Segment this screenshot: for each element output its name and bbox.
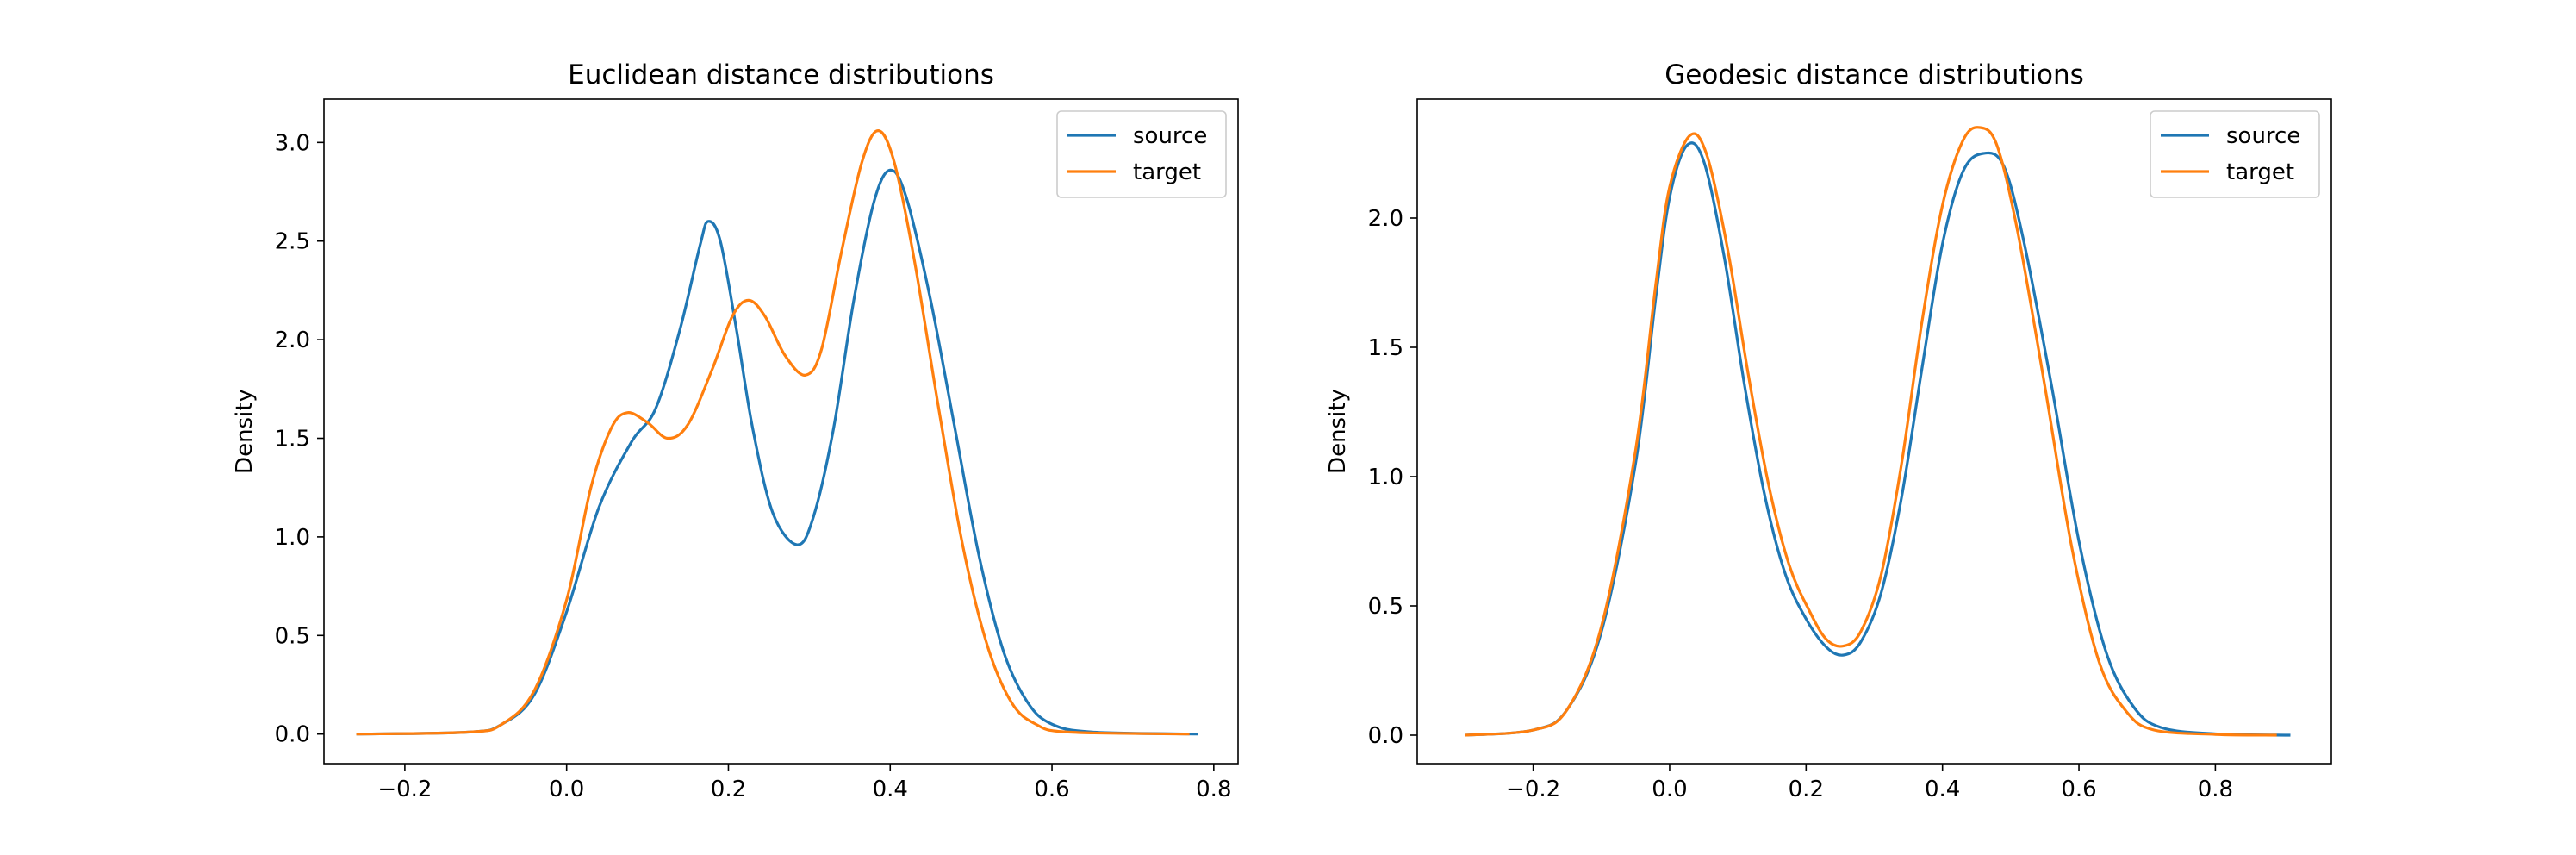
legend: source target [1056,110,1227,198]
geodesic-chart-panel: Geodesic distance distributions Density … [1325,59,2332,802]
x-tick-label: 0.0 [549,777,584,802]
legend: source target [2150,110,2320,198]
y-tick-label: 2.0 [275,328,310,353]
y-tick-label: 2.0 [1368,206,1403,232]
legend-entry-target: target [1133,159,1201,185]
legend-box [2150,110,2320,198]
y-tick-label: 0.5 [1368,594,1403,620]
y-tick-label: 1.0 [1368,465,1403,490]
y-axis-label: Density [1325,389,1351,474]
chart-title: Euclidean distance distributions [568,59,994,90]
y-tick-label: 1.0 [275,525,310,551]
x-tick-label: 0.2 [1789,777,1824,802]
y-tick-label: 0.0 [275,722,310,748]
x-tick-label: 0.0 [1652,777,1687,802]
x-tick-label: 0.2 [711,777,746,802]
y-axis-label: Density [232,389,258,474]
axes-frame [323,98,1239,765]
y-tick-label: 1.5 [275,427,310,452]
x-tick-label: 0.4 [873,777,908,802]
legend-entry-source: source [1133,123,1207,149]
plot-area [1465,126,2291,737]
x-tick-label: −0.2 [377,777,432,802]
y-tick-label: 0.0 [1368,723,1403,749]
y-tick-label: 0.5 [275,623,310,649]
series-line-source [1465,141,2291,737]
legend-entry-source: source [2226,123,2300,149]
euclidean-chart-panel: Euclidean distance distributions Density… [232,59,1239,802]
series-line-target [1465,126,2277,737]
series-line-target [356,129,1190,736]
y-tick-label: 2.5 [275,229,310,255]
plot-area [356,129,1198,736]
x-tick-label: 0.4 [1925,777,1960,802]
axes-frame [1416,98,2332,765]
legend-box [1056,110,1227,198]
chart-title: Geodesic distance distributions [1664,59,2084,90]
y-tick-label: 1.5 [1368,335,1403,361]
y-tick-label: 3.0 [275,130,310,156]
x-tick-label: 0.8 [2198,777,2233,802]
x-tick-label: 0.6 [2061,777,2096,802]
x-tick-label: −0.2 [1506,777,1560,802]
x-tick-label: 0.8 [1196,777,1231,802]
x-tick-label: 0.6 [1034,777,1069,802]
legend-entry-target: target [2226,159,2294,185]
series-line-source [356,168,1198,736]
